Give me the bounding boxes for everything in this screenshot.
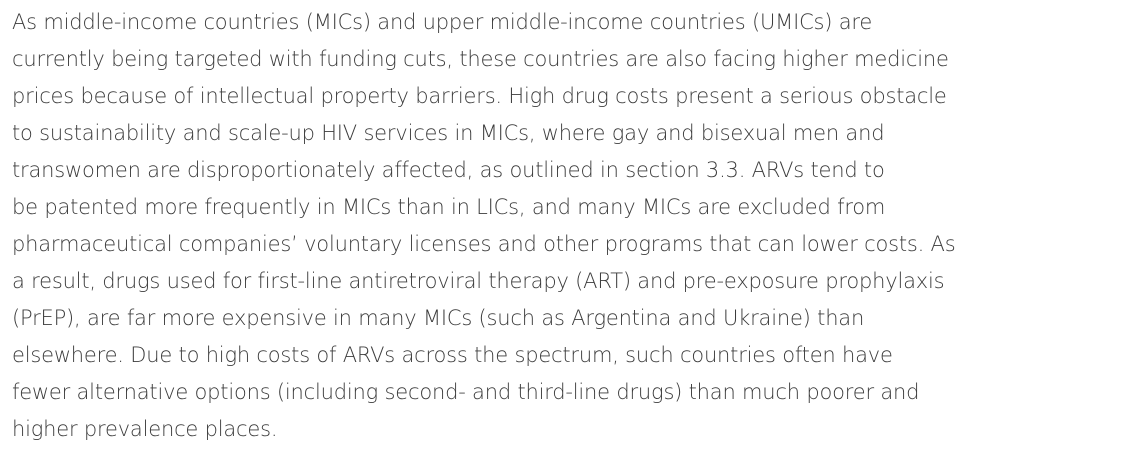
text-line: pharmaceutical companies’ voluntary lice… bbox=[12, 232, 956, 256]
text-line: be patented more frequently in MICs than… bbox=[12, 195, 886, 219]
text-line: fewer alternative options (including sec… bbox=[12, 380, 920, 404]
text-line: higher prevalence places. bbox=[12, 417, 278, 441]
text-line: As middle-income countries (MICs) and up… bbox=[12, 10, 873, 34]
text-line: currently being targeted with funding cu… bbox=[12, 47, 949, 71]
text-line: to sustainability and scale-up HIV servi… bbox=[12, 121, 885, 145]
text-line: prices because of intellectual property … bbox=[12, 84, 947, 108]
text-line: a result, drugs used for first-line anti… bbox=[12, 269, 945, 293]
text-line: elsewhere. Due to high costs of ARVs acr… bbox=[12, 343, 893, 367]
text-line: (PrEP), are far more expensive in many M… bbox=[12, 306, 865, 330]
text-line: transwomen are disproportionately affect… bbox=[12, 158, 885, 182]
